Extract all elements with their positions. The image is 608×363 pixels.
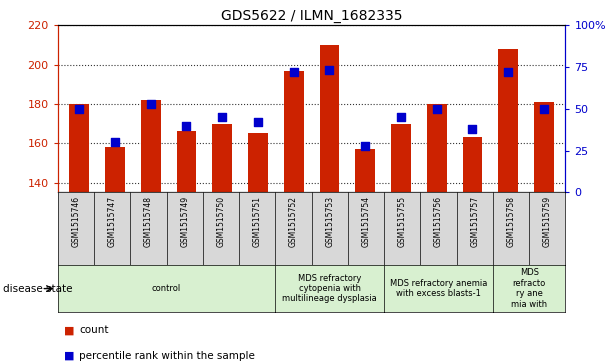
Bar	[141, 100, 161, 192]
Text: GSM1515759: GSM1515759	[543, 196, 552, 247]
Text: GSM1515758: GSM1515758	[506, 196, 516, 247]
Text: count: count	[79, 325, 109, 335]
Bar	[534, 102, 554, 192]
Point	[110, 139, 120, 145]
Text: GSM1515746: GSM1515746	[71, 196, 80, 247]
Point	[503, 69, 513, 75]
Bar	[499, 49, 518, 192]
Point	[539, 106, 549, 112]
Bar	[463, 137, 482, 192]
Bar	[248, 134, 268, 192]
Point	[468, 126, 477, 132]
Text: GSM1515751: GSM1515751	[253, 196, 261, 247]
Text: GSM1515754: GSM1515754	[362, 196, 370, 247]
Text: ■: ■	[64, 351, 74, 361]
Point	[361, 143, 370, 148]
Text: GSM1515757: GSM1515757	[470, 196, 479, 247]
Point	[289, 69, 299, 75]
Bar	[69, 104, 89, 192]
Point	[146, 101, 156, 107]
Text: GSM1515752: GSM1515752	[289, 196, 298, 247]
Text: GSM1515747: GSM1515747	[108, 196, 117, 247]
Bar	[427, 104, 446, 192]
Point	[253, 119, 263, 125]
Text: GSM1515755: GSM1515755	[398, 196, 407, 247]
Bar	[105, 147, 125, 192]
Text: MDS refractory
cytopenia with
multilineage dysplasia: MDS refractory cytopenia with multilinea…	[282, 274, 377, 303]
Bar	[284, 70, 303, 192]
Point	[396, 114, 406, 120]
Text: GSM1515750: GSM1515750	[216, 196, 226, 247]
Text: MDS refractory anemia
with excess blasts-1: MDS refractory anemia with excess blasts…	[390, 279, 487, 298]
Point	[217, 114, 227, 120]
Text: control: control	[152, 284, 181, 293]
Text: GSM1515749: GSM1515749	[180, 196, 189, 247]
Text: disease state: disease state	[3, 284, 72, 294]
Bar	[177, 131, 196, 192]
Point	[325, 68, 334, 73]
Bar	[356, 149, 375, 192]
Bar	[391, 124, 411, 192]
Text: ■: ■	[64, 325, 74, 335]
Text: percentile rank within the sample: percentile rank within the sample	[79, 351, 255, 361]
Point	[182, 123, 192, 129]
Text: GSM1515748: GSM1515748	[144, 196, 153, 247]
Text: GSM1515753: GSM1515753	[325, 196, 334, 247]
Point	[432, 106, 441, 112]
Title: GDS5622 / ILMN_1682335: GDS5622 / ILMN_1682335	[221, 9, 402, 23]
Text: GSM1515756: GSM1515756	[434, 196, 443, 247]
Point	[74, 106, 84, 112]
Bar	[212, 124, 232, 192]
Text: MDS
refracto
ry ane
mia with: MDS refracto ry ane mia with	[511, 269, 547, 309]
Bar	[320, 45, 339, 192]
